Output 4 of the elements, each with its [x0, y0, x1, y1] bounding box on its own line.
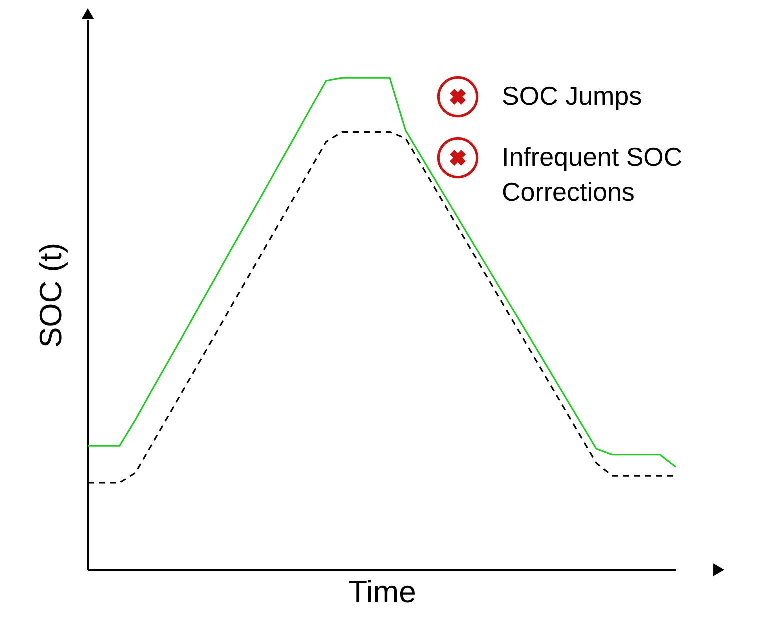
x-axis-title: Time [348, 574, 416, 610]
annotation: SOC Jumps [502, 81, 642, 111]
annotation: Infrequent SOC Corrections [502, 142, 683, 207]
y-axis-title: SOC (t) [34, 242, 68, 348]
